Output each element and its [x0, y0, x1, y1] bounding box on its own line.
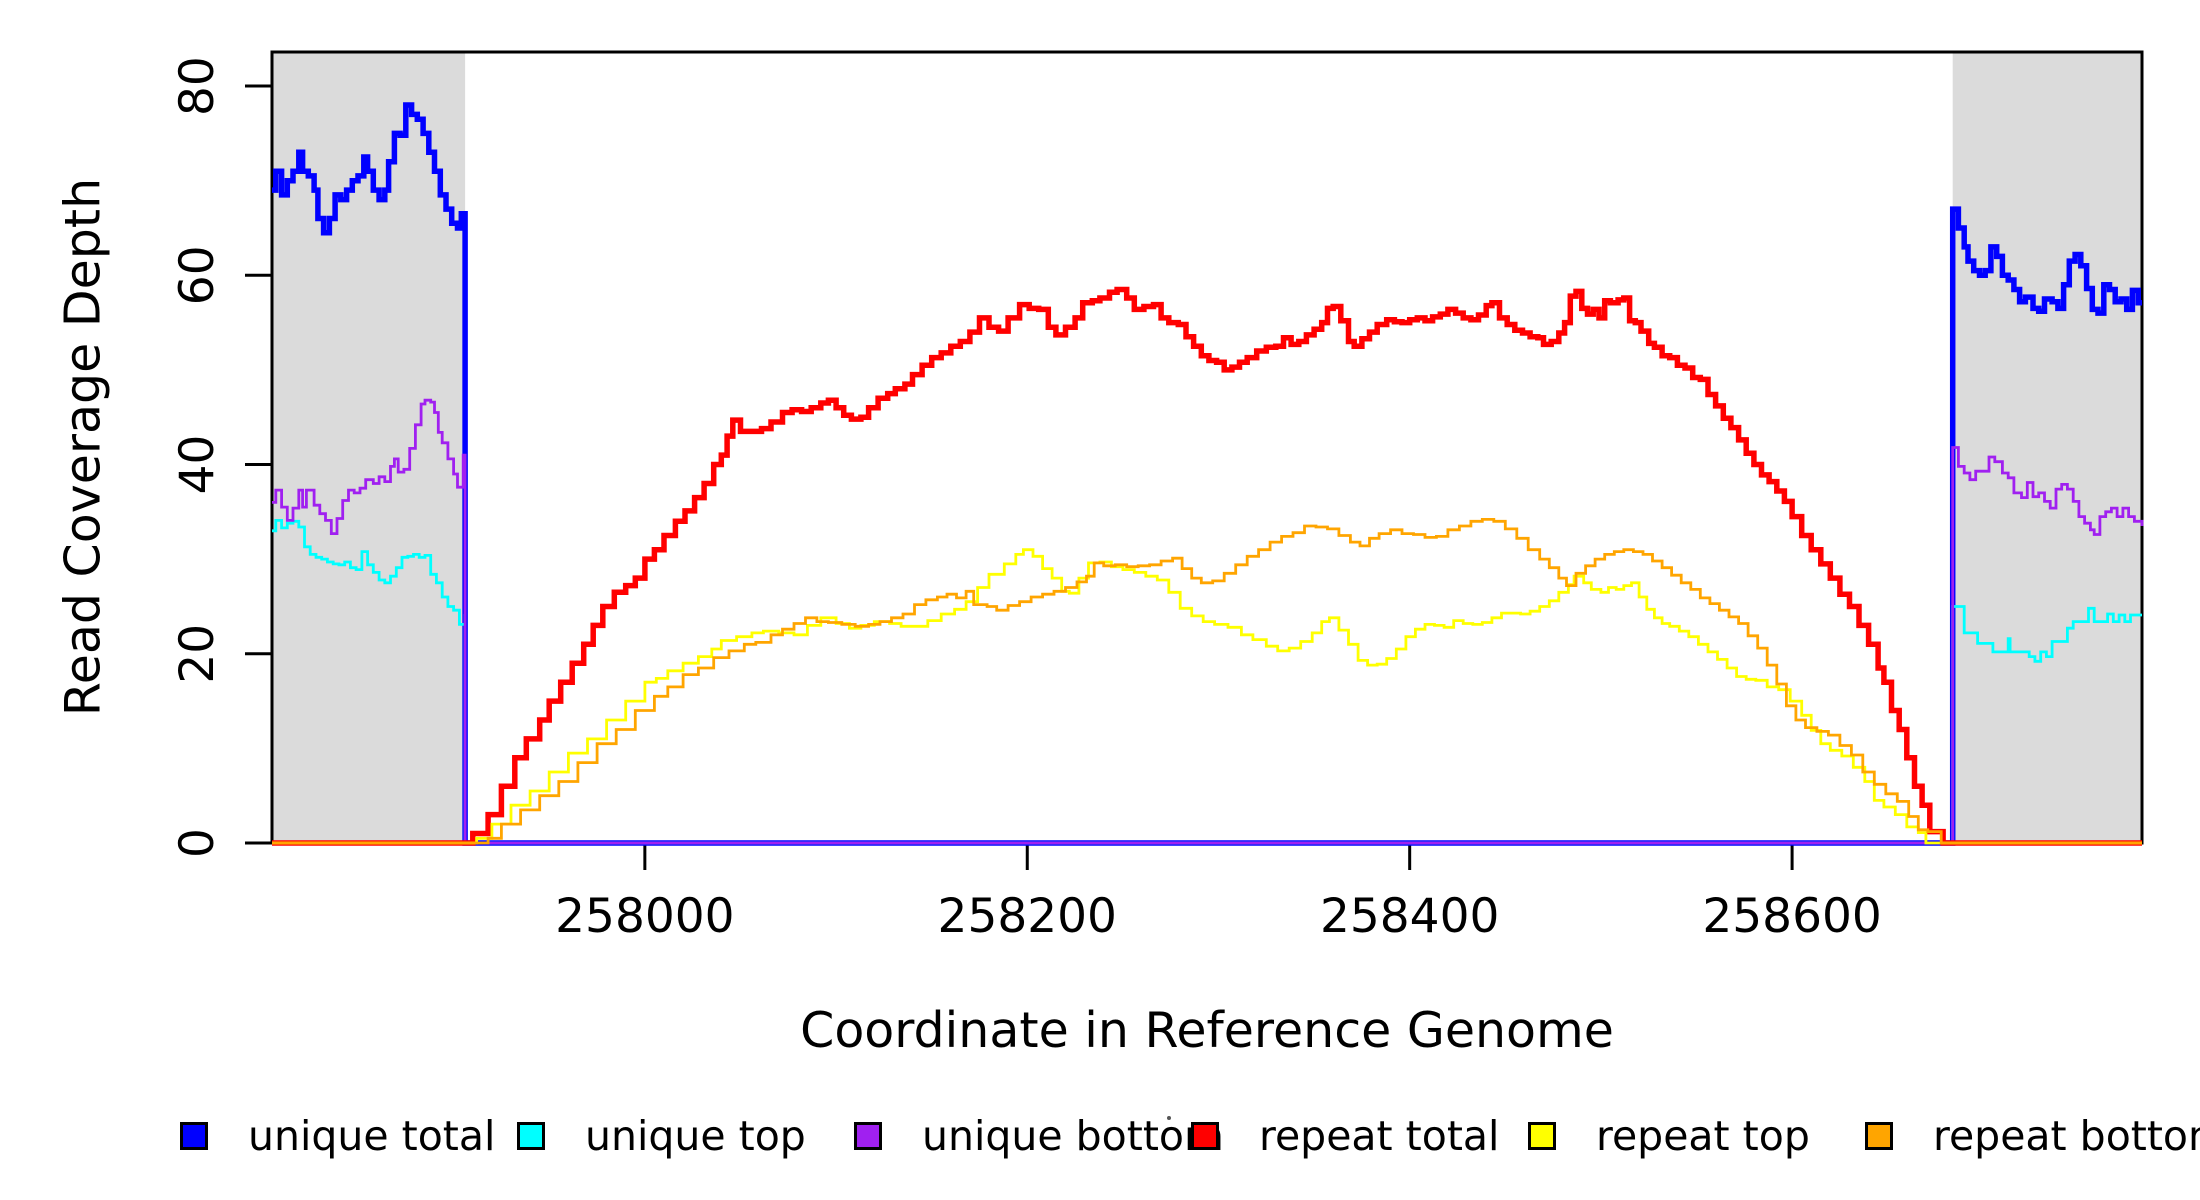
- legend-item-unique-total: unique total: [180, 1112, 496, 1160]
- legend-swatch-unique-total: [180, 1122, 208, 1150]
- legend-swatch-unique-bottom: [854, 1122, 882, 1150]
- legend-swatch-repeat-bottom: [1865, 1122, 1893, 1150]
- y-tick-label: 40: [170, 435, 225, 495]
- y-tick-label: 80: [170, 56, 225, 116]
- legend-label: unique total: [248, 1112, 496, 1160]
- stray-dot: [1167, 1116, 1171, 1120]
- x-axis-title: Coordinate in Reference Genome: [800, 1002, 1614, 1059]
- series-repeat-top-line: [272, 548, 2142, 845]
- legend-label: unique bottom: [922, 1112, 1224, 1160]
- series-repeat-bottom-line: [272, 518, 2142, 845]
- legend-item-unique-bottom: unique bottom: [854, 1112, 1224, 1160]
- legend-swatch-repeat-top: [1528, 1122, 1556, 1150]
- legend-label: repeat bottom: [1933, 1112, 2200, 1160]
- series-unique-total-line: [272, 102, 2142, 846]
- y-tick-label: 0: [170, 828, 225, 858]
- plot-box: [270, 50, 2144, 845]
- y-tick-label: 20: [170, 624, 225, 684]
- shaded-region-0: [272, 52, 466, 843]
- legend-swatch-unique-top: [517, 1122, 545, 1150]
- legend-label: unique top: [585, 1112, 806, 1160]
- legend-item-repeat-bottom: repeat bottom: [1865, 1112, 2200, 1160]
- x-tick-label: 258400: [1320, 889, 1499, 944]
- series-repeat-total-line: [272, 286, 2142, 846]
- series-unique-bottom-line: [272, 398, 2144, 845]
- x-tick-label: 258000: [555, 889, 734, 944]
- series-unique-top-line: [272, 519, 2142, 845]
- y-axis-title: Read Coverage Depth: [54, 177, 112, 717]
- y-tick-label: 60: [170, 245, 225, 305]
- legend-item-repeat-total: repeat total: [1191, 1112, 1500, 1160]
- legend-label: repeat total: [1259, 1112, 1500, 1160]
- legend-item-unique-top: unique top: [517, 1112, 806, 1160]
- x-tick-label: 258600: [1702, 889, 1881, 944]
- x-tick-label: 258200: [938, 889, 1117, 944]
- legend-label: repeat top: [1596, 1112, 1810, 1160]
- legend-swatch-repeat-total: [1191, 1122, 1219, 1150]
- legend-item-repeat-top: repeat top: [1528, 1112, 1810, 1160]
- shaded-region-1: [1952, 52, 2142, 843]
